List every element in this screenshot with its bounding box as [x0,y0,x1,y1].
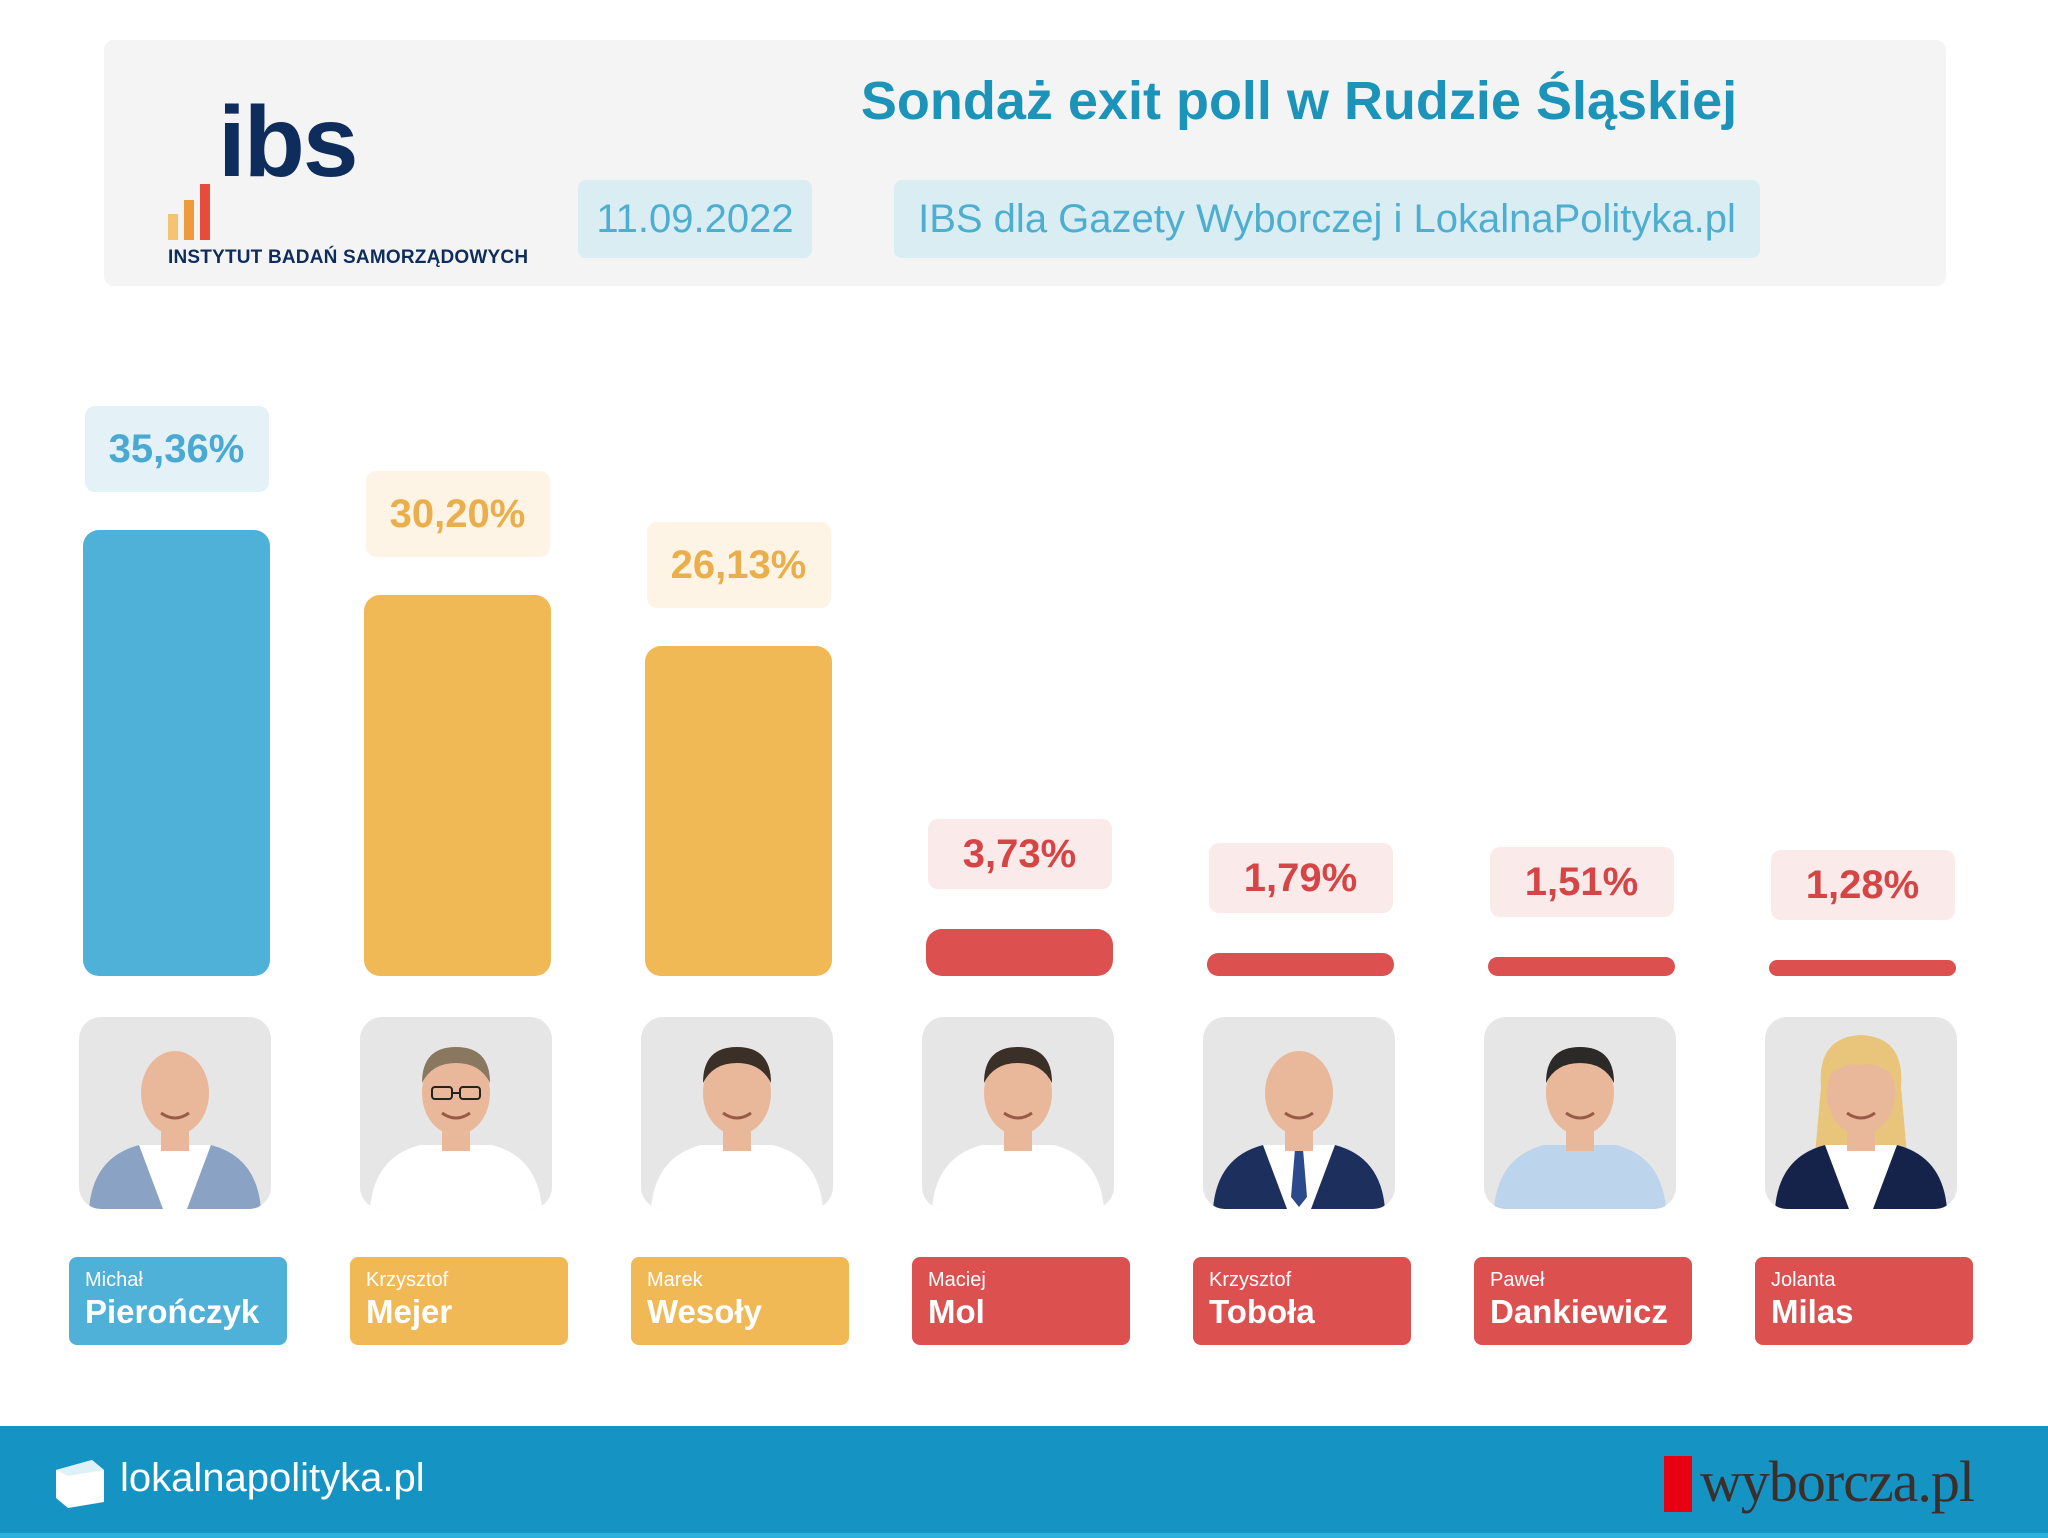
logo-bar-icon [200,184,210,240]
logo-subtitle: INSTYTUT BADAŃ SAMORZĄDOWYCH [168,247,529,268]
data-label: 30,20% [365,471,550,558]
candidate-name-tag: Michał Pierończyk [69,1257,287,1345]
logo-text: ibs [218,86,358,198]
data-label: 1,79% [1208,843,1393,914]
logo-bar-icon [168,214,178,240]
candidate-name-tag: Krzysztof Mejer [350,1257,568,1345]
lokalnapolityka-logo-icon [56,1460,104,1508]
wyborcza-logo-icon [1664,1456,1692,1512]
data-label: 1,51% [1489,846,1674,917]
candidate-first-name: Krzysztof [366,1269,449,1291]
candidate-last-name: Milas [1771,1293,1854,1330]
bar-1 [83,530,270,976]
bar-6 [1488,956,1675,976]
header-panel: ibs INSTYTUT BADAŃ SAMORZĄDOWYCH Sondaż … [104,40,1946,286]
candidate-first-name: Jolanta [1771,1269,1836,1291]
data-label: 35,36% [84,406,269,492]
bar-chart: 35,36% Michał Pierończyk 30,20% Krzysztof Mej… [69,406,1973,1345]
source-badge: IBS dla Gazety Wyborczej i LokalnaPolity… [894,180,1760,258]
candidate-name-tag: Jolanta Milas [1755,1257,1973,1345]
candidate-last-name: Wesoły [647,1293,762,1330]
candidate-first-name: Paweł [1490,1269,1545,1291]
candidate-photo [1203,1017,1395,1209]
lokalnapolityka-link[interactable]: lokalnapolityka.pl [120,1456,425,1500]
candidate-name-tag: Paweł Dankiewicz [1474,1257,1692,1345]
candidate-first-name: Maciej [928,1269,986,1291]
candidate-name-tag: Marek Wesoły [631,1257,849,1345]
candidate-first-name: Krzysztof [1209,1269,1292,1291]
bar-7 [1769,959,1956,976]
logo-bar-icon [184,200,194,240]
date-badge: 11.09.2022 [578,180,812,258]
candidate-first-name: Marek [647,1269,703,1291]
candidate-name-tag: Krzysztof Toboła [1193,1257,1411,1345]
candidate-photo [360,1017,552,1209]
candidate-photo [641,1017,833,1209]
bar-5 [1207,953,1394,976]
candidate-photo [1484,1017,1676,1209]
candidate-last-name: Pierończyk [85,1293,260,1330]
bar-2 [364,595,551,976]
candidate-first-name: Michał [85,1269,143,1291]
data-label: 26,13% [646,522,831,609]
candidate-last-name: Mejer [366,1293,453,1330]
candidate-photo [922,1017,1114,1209]
candidate-last-name: Toboła [1209,1293,1315,1330]
candidate-name-tag: Maciej Mol [912,1257,1130,1345]
candidate-last-name: Mol [928,1293,985,1330]
wyborcza-link[interactable]: wyborcza.pl [1700,1449,1975,1514]
data-label: 1,28% [1770,849,1955,920]
footer-bar: lokalnapolityka.pl wyborcza.pl [0,1426,2048,1538]
candidate-photo [1765,1017,1957,1209]
chart-title: Sondaż exit poll w Rudzie Śląskiej [860,71,1738,131]
bar-4 [926,928,1113,976]
candidate-last-name: Dankiewicz [1490,1293,1668,1330]
footer-divider [0,1533,2048,1538]
ibs-logo: ibs INSTYTUT BADAŃ SAMORZĄDOWYCH [168,92,528,268]
bar-3 [645,646,832,976]
candidate-photo [79,1017,271,1209]
data-label: 3,73% [927,818,1112,889]
